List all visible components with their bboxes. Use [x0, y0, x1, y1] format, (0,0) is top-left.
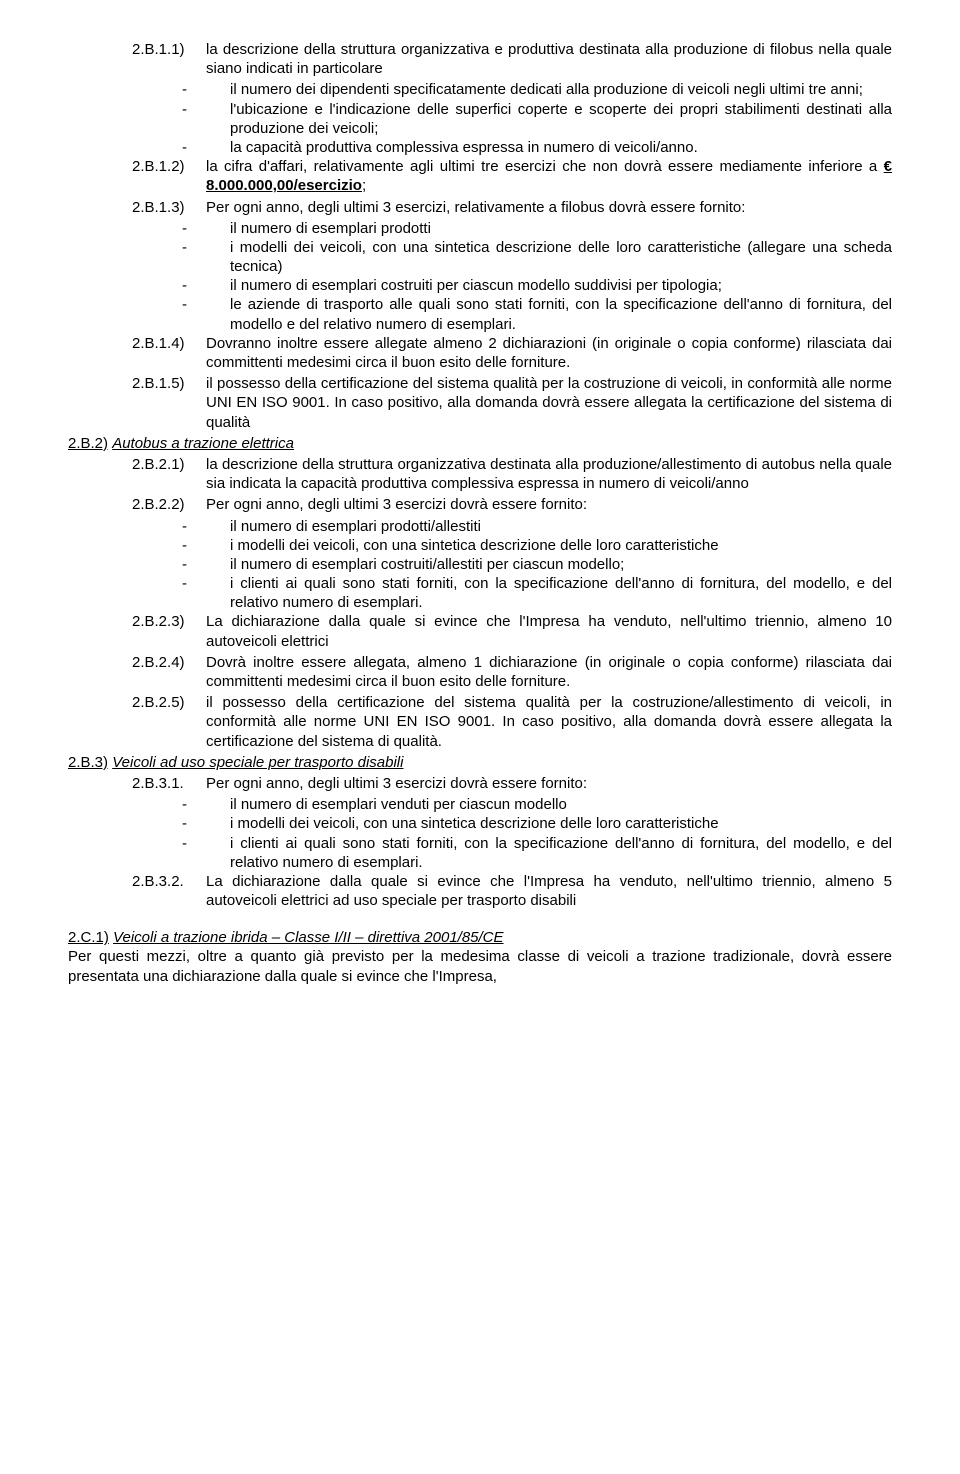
item-2b12: 2.B.1.2)la cifra d'affari, relativamente…	[68, 157, 892, 195]
item-2b13: 2.B.1.3)Per ogni anno, degli ultimi 3 es…	[68, 198, 892, 217]
dash-icon: -	[206, 834, 230, 853]
heading-title: Veicoli ad uso speciale per trasporto di…	[112, 754, 403, 771]
item-text: Per ogni anno, degli ultimi 3 esercizi d…	[206, 774, 892, 793]
bullet-text: le aziende di trasporto alle quali sono …	[230, 296, 892, 332]
bullet: -il numero di esemplari prodotti/allesti…	[68, 517, 892, 536]
bullet: -il numero di esemplari venduti per cias…	[68, 795, 892, 814]
bullet-text: il numero di esemplari prodotti/allestit…	[230, 518, 481, 535]
item-2b23: 2.B.2.3)La dichiarazione dalla quale si …	[68, 612, 892, 650]
bullet: -i modelli dei veicoli, con una sintetic…	[68, 536, 892, 555]
item-text: Per ogni anno, degli ultimi 3 esercizi, …	[206, 198, 892, 217]
dash-icon: -	[206, 574, 230, 593]
item-number: 2.B.2.5)	[132, 693, 206, 712]
bullet-text: il numero di esemplari venduti per ciasc…	[230, 796, 567, 813]
item-number: 2.B.1.1)	[132, 40, 206, 59]
bullet-text: il numero di esemplari costruiti per cia…	[230, 277, 722, 294]
item-2b11: 2.B.1.1)la descrizione della struttura o…	[68, 40, 892, 78]
section-2c1: 2.C.1) Veicoli a trazione ibrida – Class…	[68, 928, 892, 986]
item-text: Dovranno inoltre essere allegate almeno …	[206, 334, 892, 372]
dash-icon: -	[206, 138, 230, 157]
bullet: -l'ubicazione e l'indicazione delle supe…	[68, 100, 892, 138]
item-text: la descrizione della struttura organizza…	[206, 455, 892, 493]
item-number: 2.B.2.3)	[132, 612, 206, 631]
item-text: la cifra d'affari, relativamente agli ul…	[206, 157, 892, 195]
item-2b15: 2.B.1.5)il possesso della certificazione…	[68, 374, 892, 432]
bullet: -i modelli dei veicoli, con una sintetic…	[68, 814, 892, 833]
item-2b14: 2.B.1.4)Dovranno inoltre essere allegate…	[68, 334, 892, 372]
bullet-text: i modelli dei veicoli, con una sintetica…	[230, 537, 719, 554]
bullet-text: il numero di esemplari prodotti	[230, 220, 431, 237]
heading-title: Autobus a trazione elettrica	[112, 435, 294, 452]
heading-2b3: 2.B.3) Veicoli ad uso speciale per trasp…	[68, 753, 892, 772]
heading-number: 2.B.2)	[68, 435, 108, 452]
heading-title: Veicoli a trazione ibrida – Classe I/II …	[113, 929, 503, 946]
paragraph-2c1: Per questi mezzi, oltre a quanto già pre…	[68, 947, 892, 985]
item-2b25: 2.B.2.5)il possesso della certificazione…	[68, 693, 892, 751]
dash-icon: -	[206, 555, 230, 574]
item-text: La dichiarazione dalla quale si evince c…	[206, 612, 892, 650]
item-number: 2.B.3.2.	[132, 872, 206, 891]
dash-icon: -	[206, 219, 230, 238]
item-number: 2.B.1.3)	[132, 198, 206, 217]
bullet-text: i clienti ai quali sono stati forniti, c…	[230, 575, 892, 611]
dash-icon: -	[206, 80, 230, 99]
item-text: Dovrà inoltre essere allegata, almeno 1 …	[206, 653, 892, 691]
bullet-text: l'ubicazione e l'indicazione delle super…	[230, 101, 892, 137]
dash-icon: -	[206, 795, 230, 814]
bullet: -il numero dei dipendenti specificatamen…	[68, 80, 892, 99]
dash-icon: -	[206, 238, 230, 257]
item-number: 2.B.3.1.	[132, 774, 206, 793]
item-text: il possesso della certificazione del sis…	[206, 693, 892, 751]
item-number: 2.B.1.5)	[132, 374, 206, 393]
item-number: 2.B.1.4)	[132, 334, 206, 353]
dash-icon: -	[206, 517, 230, 536]
item-2b31: 2.B.3.1.Per ogni anno, degli ultimi 3 es…	[68, 774, 892, 793]
bullet: -i clienti ai quali sono stati forniti, …	[68, 834, 892, 872]
bullet: -il numero di esemplari prodotti	[68, 219, 892, 238]
bullet: -il numero di esemplari costruiti/allest…	[68, 555, 892, 574]
heading-number: 2.B.3)	[68, 754, 108, 771]
bullet: -il numero di esemplari costruiti per ci…	[68, 276, 892, 295]
dash-icon: -	[206, 100, 230, 119]
heading-2b2: 2.B.2) Autobus a trazione elettrica	[68, 434, 892, 453]
item-2b22: 2.B.2.2)Per ogni anno, degli ultimi 3 es…	[68, 495, 892, 514]
bullet: -la capacità produttiva complessiva espr…	[68, 138, 892, 157]
item-2b24: 2.B.2.4)Dovrà inoltre essere allegata, a…	[68, 653, 892, 691]
heading-2c1: 2.C.1) Veicoli a trazione ibrida – Class…	[68, 928, 892, 947]
item-text: Per ogni anno, degli ultimi 3 esercizi d…	[206, 495, 892, 514]
text-part: la cifra d'affari, relativamente agli ul…	[206, 158, 884, 175]
bullet-text: i modelli dei veicoli, con una sintetica…	[230, 815, 719, 832]
bullet: -i clienti ai quali sono stati forniti, …	[68, 574, 892, 612]
item-text: La dichiarazione dalla quale si evince c…	[206, 872, 892, 910]
item-number: 2.B.2.2)	[132, 495, 206, 514]
document-page: 2.B.1.1)la descrizione della struttura o…	[0, 0, 960, 1026]
bullet: -i modelli dei veicoli, con una sintetic…	[68, 238, 892, 276]
item-text: il possesso della certificazione del sis…	[206, 374, 892, 432]
bullet-text: i modelli dei veicoli, con una sintetica…	[230, 239, 892, 275]
bullet-text: la capacità produttiva complessiva espre…	[230, 139, 698, 156]
text-part: ;	[362, 177, 366, 194]
item-number: 2.B.2.4)	[132, 653, 206, 672]
item-text: la descrizione della struttura organizza…	[206, 40, 892, 78]
bullet-text: il numero di esemplari costruiti/allesti…	[230, 556, 624, 573]
item-number: 2.B.2.1)	[132, 455, 206, 474]
heading-number: 2.C.1)	[68, 929, 109, 946]
bullet-text: il numero dei dipendenti specificatament…	[230, 81, 863, 98]
bullet: -le aziende di trasporto alle quali sono…	[68, 295, 892, 333]
bullet-text: i clienti ai quali sono stati forniti, c…	[230, 835, 892, 871]
item-2b32: 2.B.3.2.La dichiarazione dalla quale si …	[68, 872, 892, 910]
dash-icon: -	[206, 276, 230, 295]
dash-icon: -	[206, 814, 230, 833]
dash-icon: -	[206, 295, 230, 314]
dash-icon: -	[206, 536, 230, 555]
item-number: 2.B.1.2)	[132, 157, 206, 176]
item-2b21: 2.B.2.1)la descrizione della struttura o…	[68, 455, 892, 493]
